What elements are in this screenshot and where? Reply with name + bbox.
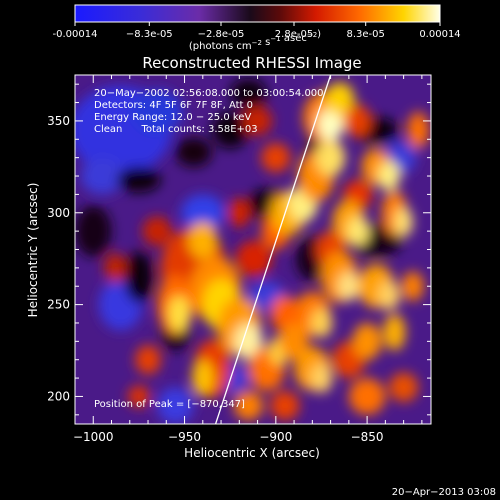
heatmap-blob (345, 104, 371, 138)
heatmap-blob (80, 157, 125, 195)
heatmap-blob (235, 240, 273, 278)
x-tick-label: −950 (168, 430, 201, 444)
heatmap-blob (233, 390, 264, 421)
heatmap-blob (230, 78, 267, 109)
solar-limb-line (214, 75, 332, 424)
footer-date: 20−Apr−2013 03:08 (392, 487, 496, 498)
colorbar-tick-label: 8.3e-05 (347, 29, 385, 40)
y-tick-label: 350 (47, 114, 70, 128)
heatmap-blob (347, 216, 369, 246)
colorbar-tick-label: −2.8e-05 (198, 29, 245, 40)
heatmap-blob (348, 378, 386, 415)
heatmap-blob (104, 253, 127, 283)
chart-title: Reconstructed RHESSI Image (142, 54, 361, 72)
heatmap-blob (310, 363, 333, 393)
heatmap-blob (337, 271, 360, 301)
y-axis-label: Heliocentric Y (arcsec) (26, 183, 40, 318)
annotation-detectors: Detectors: 4F 5F 6F 7F 8F, Att 0 (94, 100, 253, 111)
heatmap-blob (228, 198, 251, 228)
heatmap-blob (157, 387, 194, 424)
heatmap-blob (352, 322, 382, 360)
annotation-time: 20−May−2002 02:56:08.000 to 03:00:54.000 (94, 88, 324, 99)
heatmap-blob (279, 322, 309, 360)
annotation-clean: Clean Total counts: 3.58E+03 (94, 124, 258, 135)
y-tick-label: 200 (47, 389, 70, 403)
heatmap-blob (127, 385, 150, 408)
heatmap-blob (325, 82, 355, 116)
colorbar-tick-label: 2.8e-05 (275, 29, 313, 40)
heatmap-blob (394, 207, 413, 237)
heatmap-blob (270, 295, 300, 333)
heatmap-blob (383, 313, 406, 351)
heatmap-blob (242, 106, 273, 136)
heatmap-blob (378, 280, 400, 311)
heatmap-blob (310, 308, 333, 338)
heatmap-blob (315, 139, 346, 177)
heatmap-image (75, 75, 431, 424)
heatmap-blob (142, 216, 172, 246)
y-tick-label: 250 (47, 298, 70, 312)
x-tick-label: −900 (259, 430, 292, 444)
heatmap-blob (378, 161, 400, 191)
heatmap-blob (131, 89, 183, 134)
heatmap-blob (116, 166, 161, 193)
x-axis-label: Heliocentric X (arcsec) (184, 446, 320, 460)
colorbar-unit-label: (photons cm−2 s−1 asec−2) (189, 29, 321, 52)
axis-ticks: −1000 −950 −900 −850 200 250 300 350 (47, 75, 431, 444)
heatmap-blob (401, 271, 424, 301)
heatmap-blob (175, 137, 212, 167)
heatmap-blob (270, 390, 300, 421)
x-tick-label: −850 (351, 430, 384, 444)
heatmap-blob (261, 142, 291, 173)
heatmap-blob (233, 322, 264, 360)
heatmap-blob (168, 295, 191, 333)
heatmap-blob (135, 345, 161, 375)
heatmap-blob (317, 108, 344, 142)
colorbar: -0.00014 −8.3e-05 −2.8e-05 2.8e-05 8.3e-05 0.… (53, 4, 461, 52)
colorbar-ticks: -0.00014 −8.3e-05 −2.8e-05 2.8e-05 8.3e-05 0.… (53, 22, 461, 40)
heatmap-blob (188, 221, 218, 259)
heatmap-blob (124, 251, 154, 303)
x-tick-label: −1000 (73, 430, 114, 444)
colorbar-tick-label: -0.00014 (53, 29, 98, 40)
y-tick-label: 300 (47, 206, 70, 220)
annotation-peak: Position of Peak = [−870,347] (94, 399, 245, 410)
colorbar-gradient (74, 4, 441, 23)
colorbar-tick-label: −8.3e-05 (126, 29, 173, 40)
heatmap-blob (180, 194, 225, 232)
heatmap-blob (75, 205, 112, 257)
heatmap-blob (211, 111, 249, 149)
heatmap-blob (191, 359, 214, 397)
heatmap-blob (389, 372, 419, 402)
heatmap-blob (407, 111, 430, 149)
colorbar-tick-label: 0.00014 (419, 29, 460, 40)
annotation-energy: Energy Range: 12.0 − 25.0 keV (94, 112, 251, 123)
annotations: 20−May−2002 02:56:08.000 to 03:00:54.000… (94, 88, 324, 410)
